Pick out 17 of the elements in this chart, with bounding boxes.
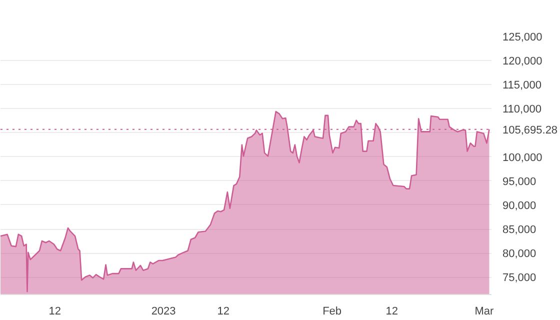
y-tick-label: 80,000 — [502, 248, 536, 260]
y-tick-label: 75,000 — [502, 272, 536, 284]
ref-line-label: 105,695.28 — [502, 124, 558, 136]
x-tick-label: 2023 — [151, 306, 176, 318]
x-tick-label: 12 — [386, 306, 398, 318]
y-tick-label: 120,000 — [502, 56, 542, 68]
y-tick-label: 115,000 — [502, 80, 542, 92]
y-tick-label: 125,000 — [502, 32, 542, 44]
y-tick-label: 95,000 — [502, 176, 536, 188]
y-tick-label: 90,000 — [502, 200, 536, 212]
x-tick-label: Feb — [322, 306, 342, 318]
x-tick-label: Mar — [474, 306, 494, 318]
y-tick-label: 100,000 — [502, 152, 542, 164]
x-tick-label: 12 — [217, 306, 230, 318]
y-tick-label: 110,000 — [502, 104, 542, 116]
y-tick-label: 85,000 — [502, 224, 536, 236]
x-tick-label: 12 — [48, 306, 61, 318]
